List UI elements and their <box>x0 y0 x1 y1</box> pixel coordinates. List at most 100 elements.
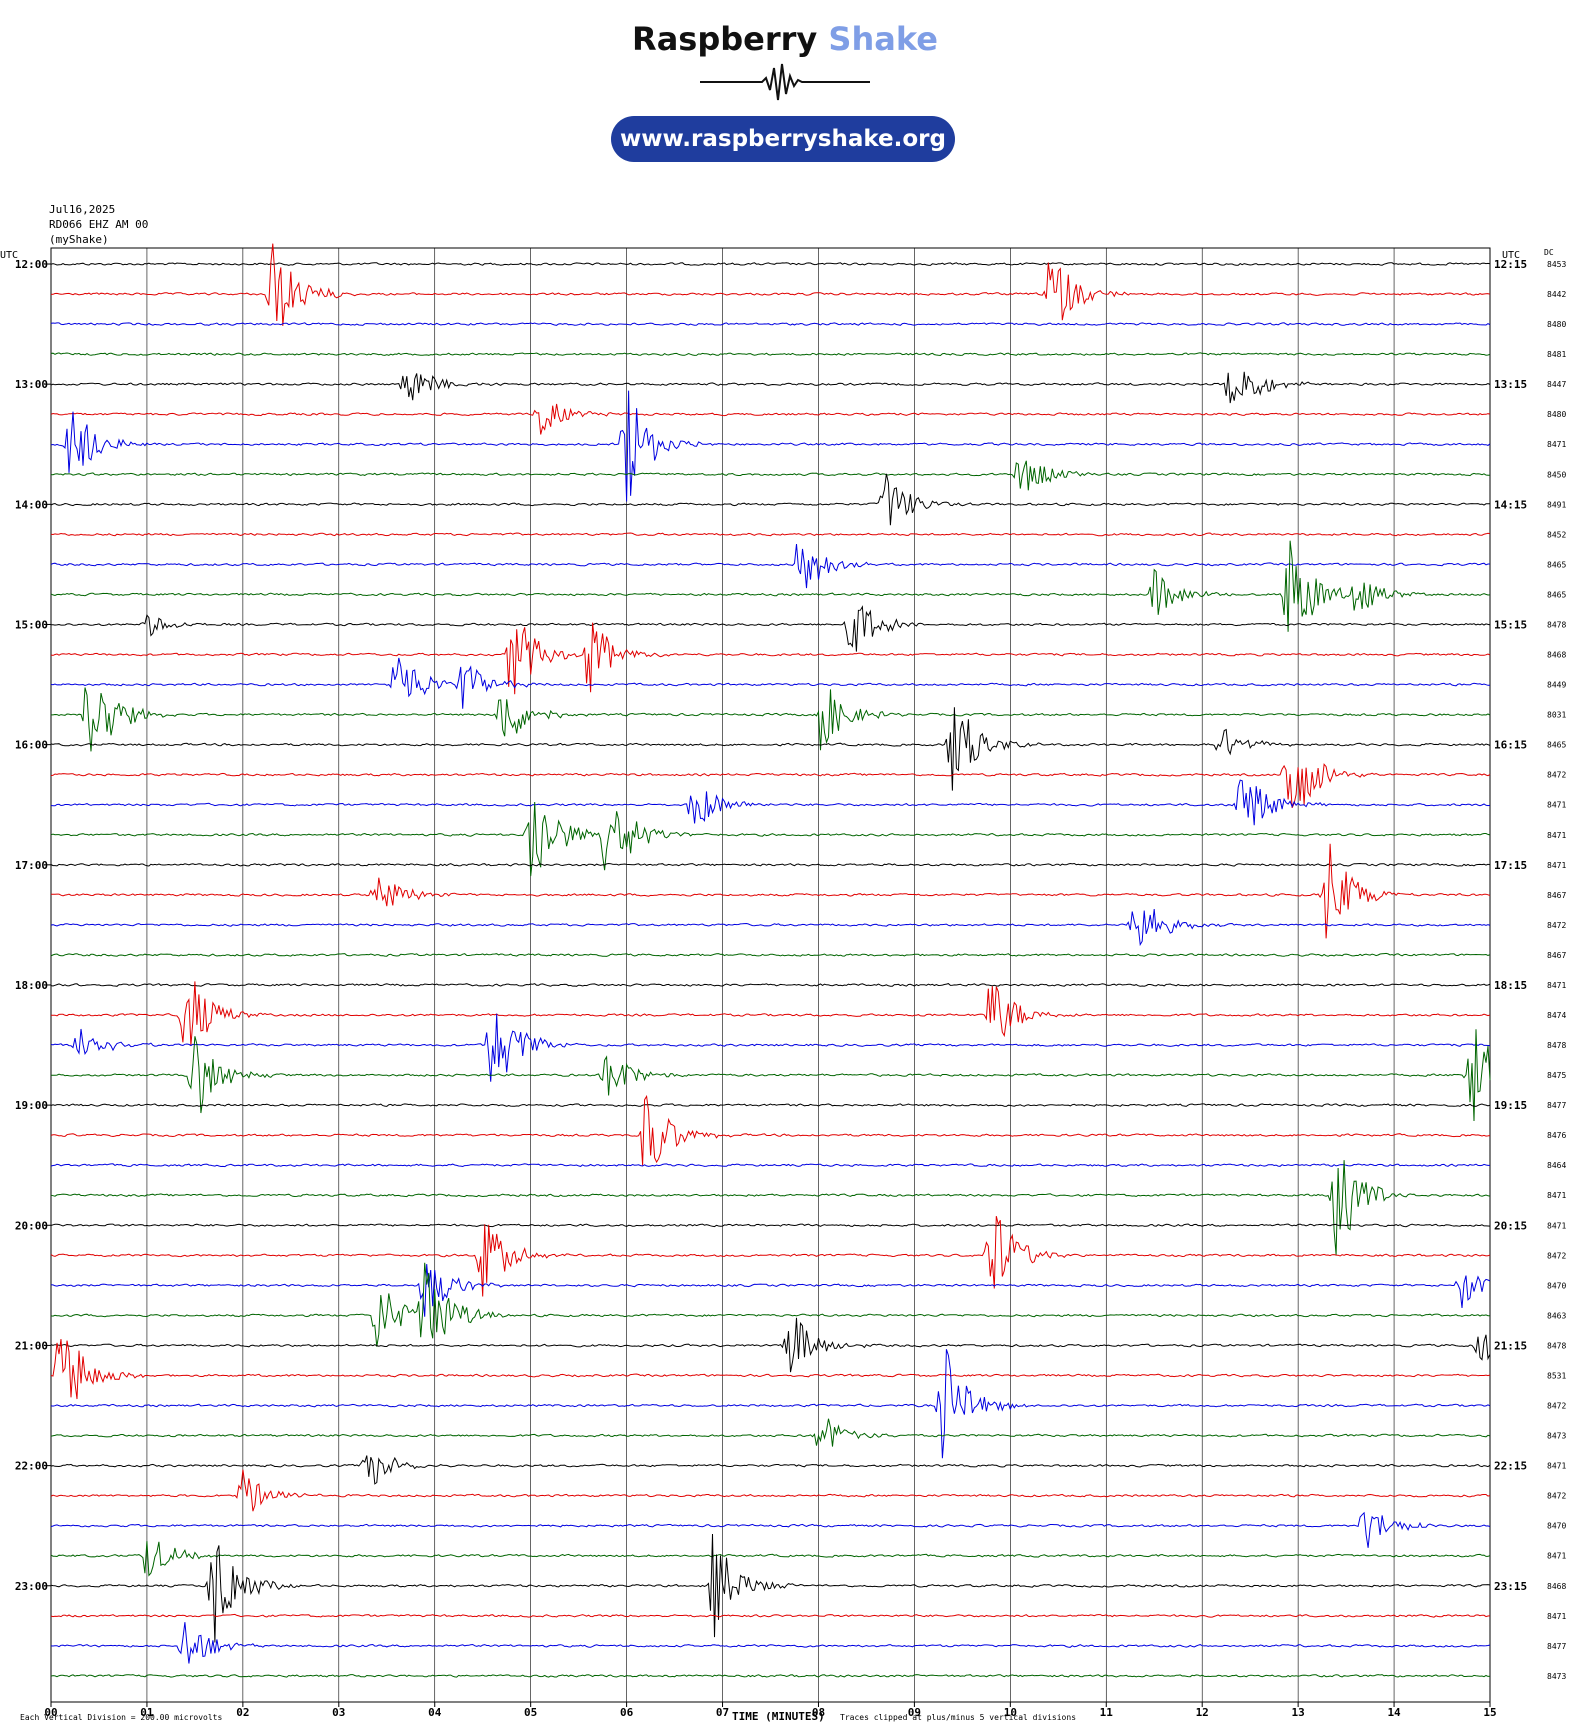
dc-value: 8031 <box>1547 711 1566 720</box>
trace-row-45 <box>50 1613 1491 1618</box>
trace-row-32 <box>50 1223 1491 1228</box>
dc-value: 8471 <box>1547 1462 1566 1471</box>
dc-value: 8471 <box>1547 1221 1566 1230</box>
dc-value: 8467 <box>1547 891 1566 900</box>
station-info: Jul16,2025 RD066 EHZ AM 00 (myShake) <box>49 202 148 247</box>
trace-row-16 <box>50 707 1491 791</box>
left-hour-label: 20:00 <box>15 1219 48 1232</box>
trace-row-30 <box>50 1163 1490 1168</box>
trace-row-43 <box>50 1541 1491 1577</box>
trace-row-0 <box>50 262 1491 266</box>
trace-row-22 <box>50 908 1491 947</box>
scale-note: Each Vertical Division = 200.00 microvol… <box>20 1713 222 1722</box>
brand-logo: Raspberry Shake <box>0 20 1570 58</box>
x-tick-label: 08 <box>812 1706 825 1719</box>
right-hour-label: 23:15 <box>1494 1580 1527 1593</box>
dc-value: 8471 <box>1547 801 1566 810</box>
trace-row-47 <box>50 1674 1491 1678</box>
trace-row-34 <box>50 1264 1491 1317</box>
seismic-wave-icon <box>700 63 870 101</box>
dc-value: 8474 <box>1547 1011 1566 1020</box>
left-hour-label: 12:00 <box>15 258 48 271</box>
trace-row-12 <box>51 605 1491 652</box>
x-tick-label: 12 <box>1196 1706 1209 1719</box>
dc-value: 8478 <box>1547 1041 1566 1050</box>
dc-value: 8467 <box>1547 951 1566 960</box>
left-axis-label: UTC <box>0 250 18 261</box>
trace-row-37 <box>50 1339 1491 1400</box>
left-hour-label: 22:00 <box>15 1460 48 1473</box>
x-tick-label: 09 <box>908 1706 921 1719</box>
dc-value: 8464 <box>1547 1161 1566 1170</box>
dc-value: 8473 <box>1547 1672 1566 1681</box>
trace-row-46 <box>50 1622 1491 1664</box>
dc-value: 8465 <box>1547 560 1566 569</box>
dc-value: 8477 <box>1547 1101 1566 1110</box>
trace-row-25 <box>50 981 1491 1046</box>
x-tick-label: 03 <box>332 1706 345 1719</box>
trace-row-6 <box>50 390 1491 502</box>
x-tick-label: 04 <box>428 1706 442 1719</box>
trace-group <box>50 243 1491 1678</box>
x-tick-label: 15 <box>1483 1706 1496 1719</box>
dc-value: 8472 <box>1547 1402 1566 1411</box>
dc-value: 8476 <box>1547 1131 1566 1140</box>
chart-grid <box>44 247 1491 1707</box>
x-tick-label: 05 <box>524 1706 537 1719</box>
dc-value: 8472 <box>1547 771 1566 780</box>
trace-row-24 <box>50 983 1491 987</box>
dc-value: 8447 <box>1547 380 1566 389</box>
dc-value: 8450 <box>1547 470 1566 479</box>
trace-row-44 <box>50 1533 1491 1643</box>
dc-value: 8465 <box>1547 590 1566 599</box>
trace-row-9 <box>50 532 1491 537</box>
dc-value: 8470 <box>1547 1522 1566 1531</box>
trace-row-11 <box>50 540 1491 632</box>
dc-value: 8468 <box>1547 651 1566 660</box>
trace-row-15 <box>51 687 1491 752</box>
x-tick-label: 11 <box>1100 1706 1114 1719</box>
trace-row-33 <box>50 1215 1491 1297</box>
dc-value: 8468 <box>1547 1582 1566 1591</box>
trace-row-20 <box>50 862 1491 867</box>
dc-value: 8475 <box>1547 1071 1566 1080</box>
trace-row-3 <box>50 352 1491 357</box>
left-hour-label: 15:00 <box>15 618 48 631</box>
trace-row-28 <box>50 1103 1491 1107</box>
trace-row-35 <box>50 1262 1490 1347</box>
trace-row-2 <box>50 322 1491 326</box>
dc-value: 8472 <box>1547 921 1566 930</box>
trace-row-40 <box>50 1455 1491 1485</box>
axis-labels: 00 01 02 03 04 05 06 07 08 09 10 11 12 13 14 15 UTC UTC DC… <box>0 248 1566 1723</box>
dc-value: 8453 <box>1547 260 1566 269</box>
trace-row-39 <box>50 1418 1491 1447</box>
left-hour-label: 17:00 <box>15 859 48 872</box>
x-tick-label: 06 <box>620 1706 634 1719</box>
dc-value: 8471 <box>1547 1612 1566 1621</box>
brand-name-part2: Shake <box>828 20 938 58</box>
dc-value: 8491 <box>1547 500 1566 509</box>
trace-row-31 <box>50 1160 1491 1256</box>
trace-row-41 <box>50 1469 1491 1512</box>
trace-row-7 <box>50 460 1491 491</box>
trace-row-17 <box>50 763 1491 809</box>
dc-value: 8471 <box>1547 981 1566 990</box>
dc-value: 8478 <box>1547 1341 1566 1350</box>
trace-row-36 <box>50 1317 1491 1373</box>
trace-row-19 <box>50 801 1491 877</box>
trace-row-42 <box>50 1511 1491 1548</box>
dc-value: 8472 <box>1547 1492 1566 1501</box>
dc-value: 8480 <box>1547 320 1566 329</box>
right-hour-label: 14:15 <box>1494 498 1527 511</box>
right-hour-label: 17:15 <box>1494 859 1527 872</box>
x-tick-label: 10 <box>1004 1706 1017 1719</box>
dc-value: 8470 <box>1547 1281 1566 1290</box>
station-date: Jul16,2025 <box>49 203 116 216</box>
dc-label: DC <box>1544 248 1554 257</box>
left-hour-label: 18:00 <box>15 979 48 992</box>
dc-value: 8481 <box>1547 350 1566 359</box>
x-axis-title: TIME (MINUTES) <box>732 1710 825 1723</box>
dc-value: 8473 <box>1547 1432 1566 1441</box>
website-link[interactable]: www.raspberryshake.org <box>611 116 955 162</box>
